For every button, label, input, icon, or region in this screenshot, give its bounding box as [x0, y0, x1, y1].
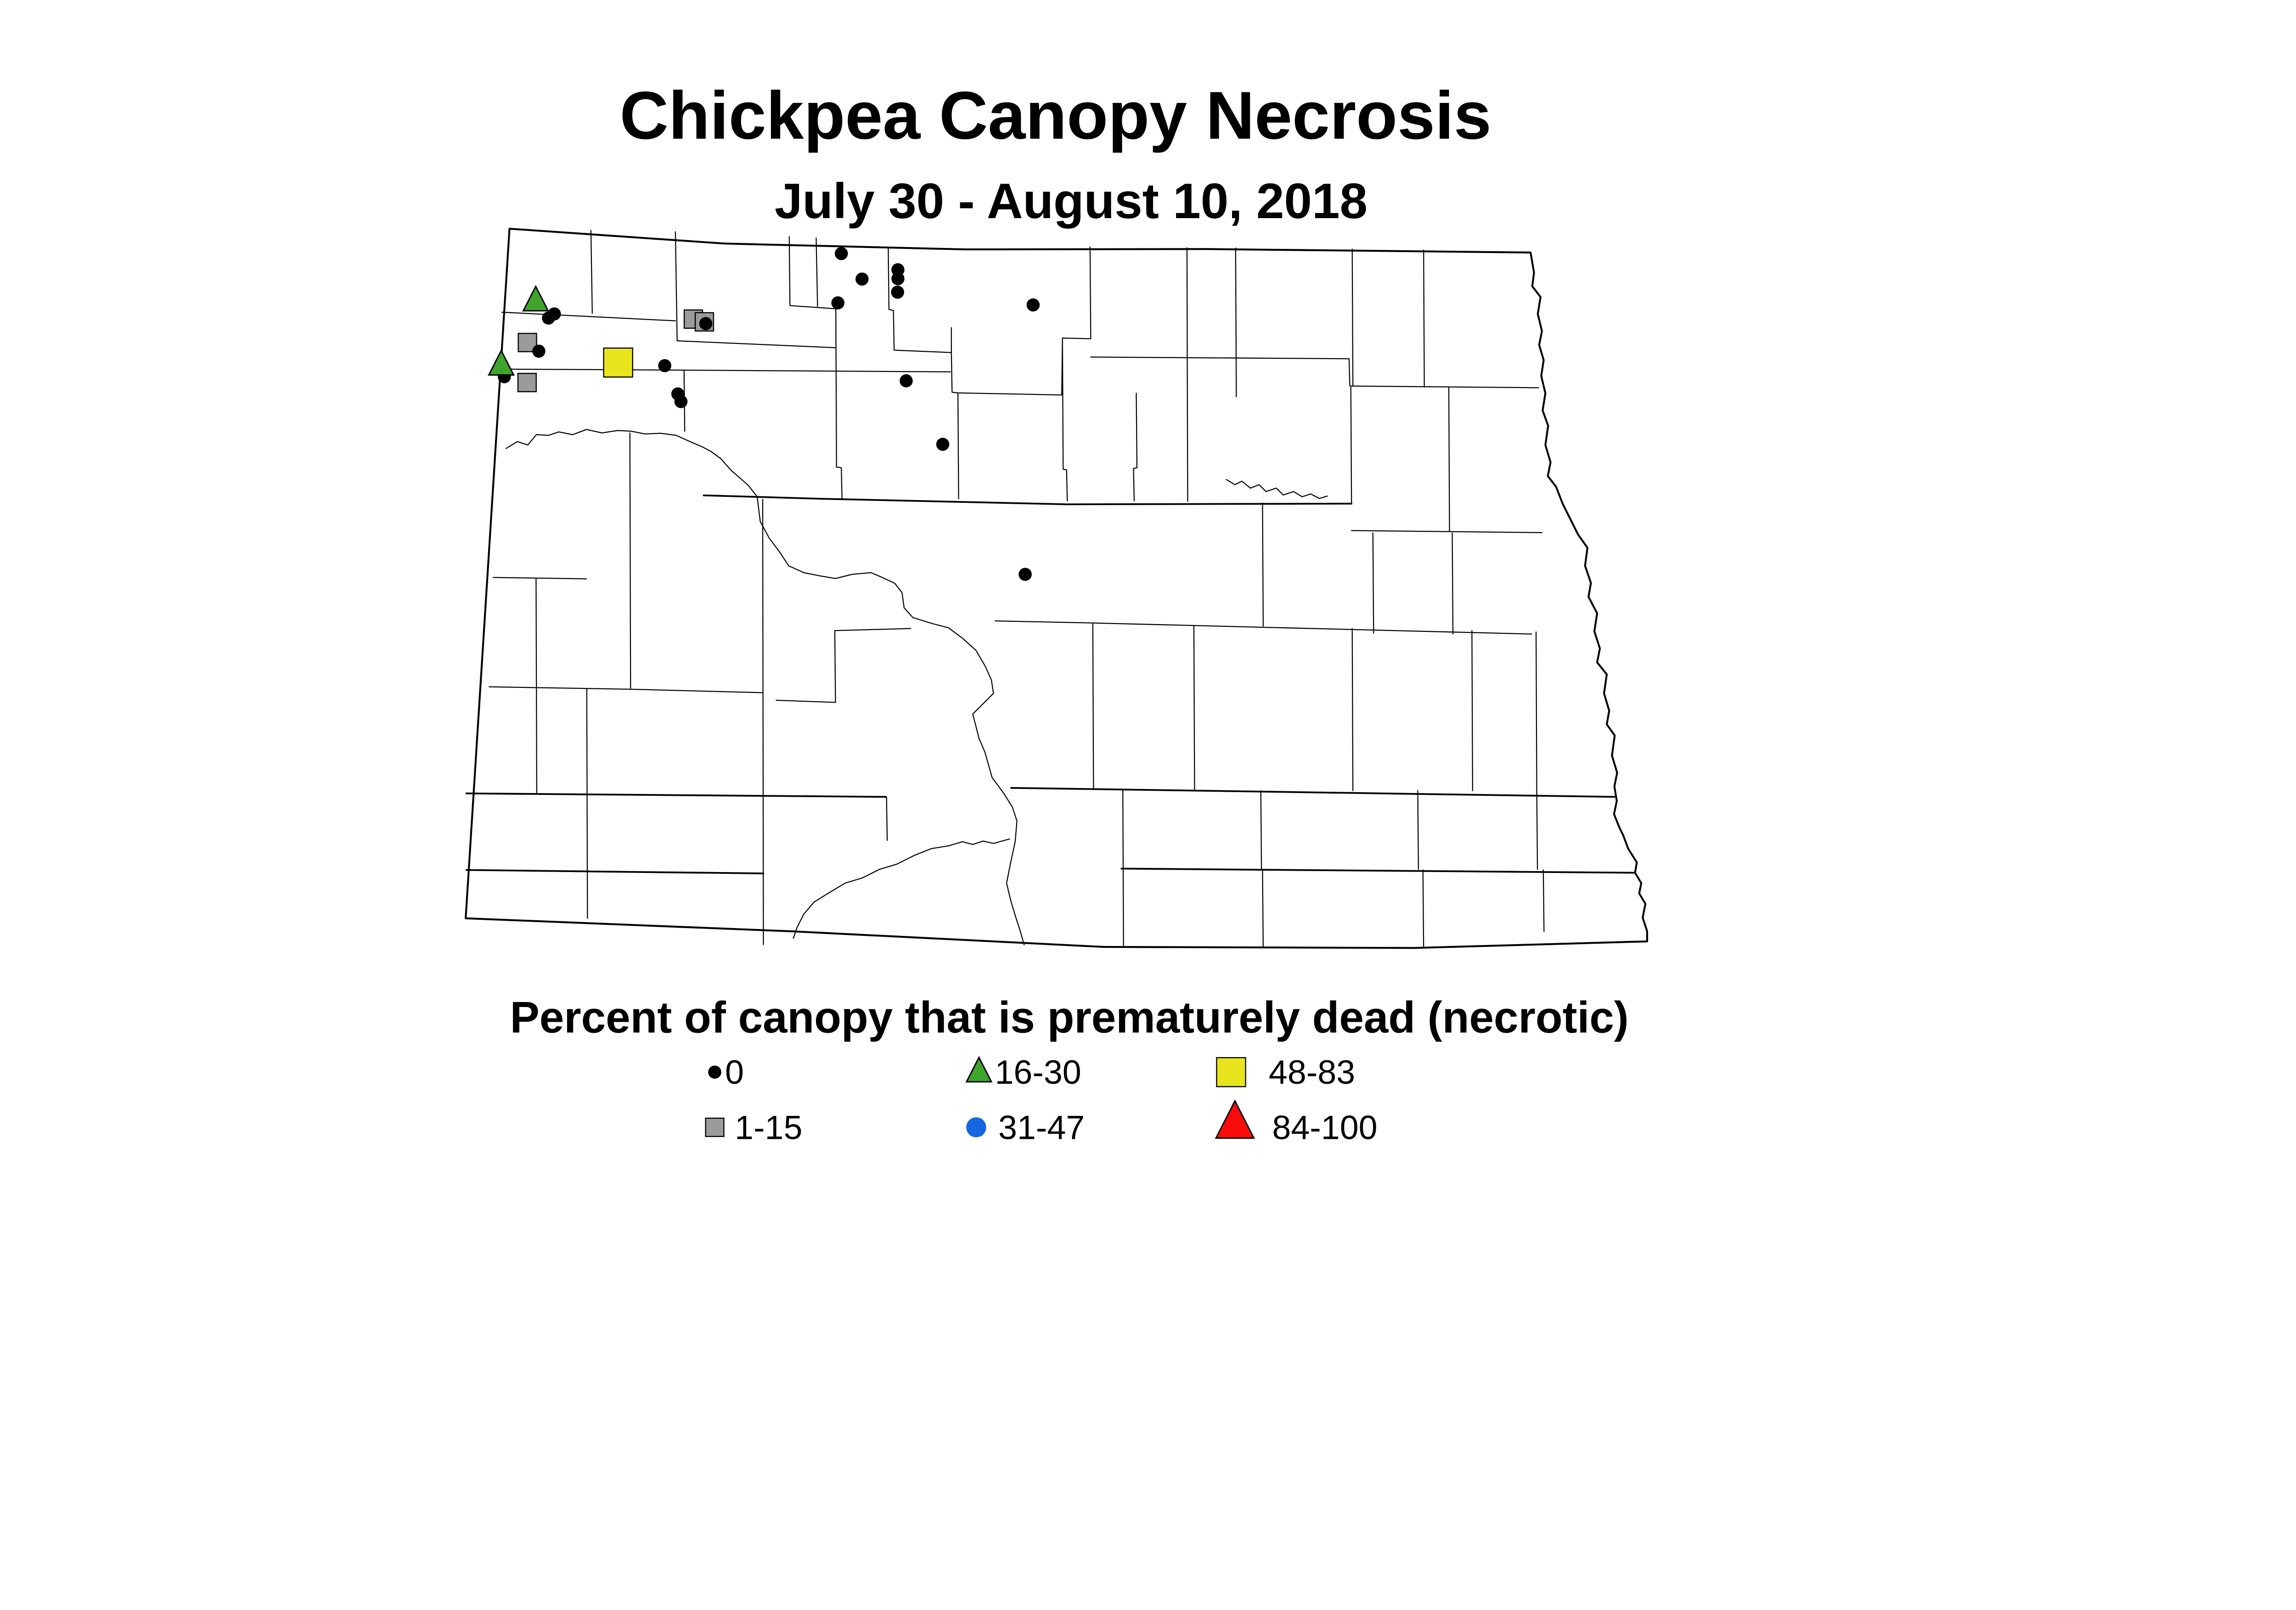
legend-title: Percent of canopy that is prematurely de… [510, 993, 1629, 1042]
legend-label-16-30: 16-30 [995, 1053, 1081, 1091]
legend-symbol-1-15 [705, 1117, 725, 1137]
page: Chickpea Canopy Necrosis July 30 - Augus… [465, 78, 1649, 1147]
marker-triangle-16-30 [522, 285, 550, 312]
map-figure: Chickpea Canopy Necrosis July 30 - Augus… [465, 78, 1649, 1147]
marker-dot-0 [1026, 298, 1040, 312]
marker-dot-0 [542, 311, 555, 325]
legend-symbol-84-100 [1215, 1099, 1255, 1139]
legend-symbols [705, 1056, 1255, 1139]
marker-dot-0 [831, 296, 844, 310]
marker-dot-0 [834, 247, 848, 260]
marker-square-48-83 [603, 347, 633, 378]
county-lines [489, 230, 1545, 949]
marker-dot-0 [699, 317, 713, 330]
page-title: Chickpea Canopy Necrosis [620, 78, 1491, 153]
legend-symbol-0 [708, 1065, 721, 1079]
legend-label-1-15: 1-15 [735, 1108, 802, 1146]
legend: Percent of canopy that is prematurely de… [510, 993, 1629, 1146]
marker-dot-0 [900, 374, 913, 388]
legend-label-0: 0 [725, 1053, 744, 1091]
state-border-north-dakota [465, 227, 1649, 949]
page-subtitle: July 30 - August 10, 2018 [775, 173, 1367, 229]
marker-dot-0 [891, 285, 904, 299]
legend-label-84-100: 84-100 [1272, 1108, 1377, 1146]
missouri-river-lake-sakakawea [505, 429, 1025, 946]
marker-dot-0 [891, 272, 905, 286]
marker-dot-0 [891, 263, 905, 276]
cannonball-river [793, 838, 1010, 939]
map-markers [488, 247, 1040, 581]
devils-lake-shore [1226, 479, 1328, 499]
marker-dot-0 [855, 272, 869, 286]
marker-triangle-16-30 [488, 349, 515, 376]
marker-dot-0 [674, 395, 688, 408]
marker-dot-0 [936, 438, 950, 451]
legend-symbol-31-47 [966, 1117, 986, 1137]
legend-symbol-16-30 [965, 1056, 993, 1083]
county-row-lines [465, 494, 1636, 874]
legend-label-31-47: 31-47 [998, 1108, 1085, 1146]
marker-dot-0 [658, 359, 671, 372]
legend-symbol-48-83 [1216, 1057, 1246, 1087]
marker-dot-0 [532, 344, 546, 358]
marker-square-1-15 [517, 372, 537, 393]
legend-label-48-83: 48-83 [1269, 1053, 1355, 1091]
marker-dot-0 [1019, 568, 1032, 581]
